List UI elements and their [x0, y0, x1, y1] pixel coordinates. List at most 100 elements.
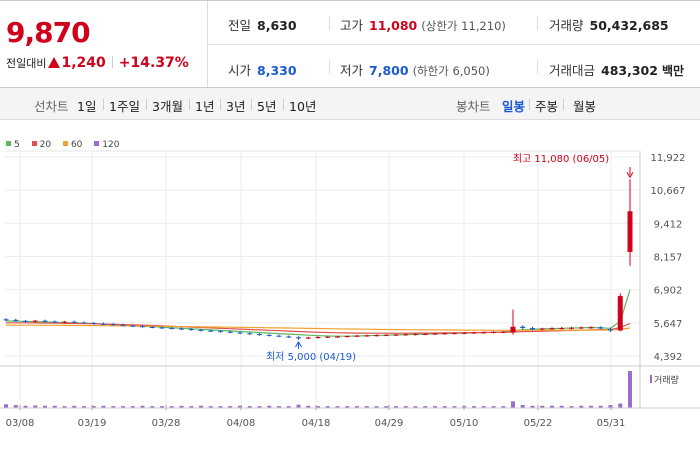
change-label: 전일대비 — [6, 57, 47, 70]
stat-amount: 거래대금 483,302 백만 — [549, 63, 685, 78]
volume-bar — [481, 406, 486, 408]
candle-body — [539, 328, 545, 330]
up-triangle-icon — [48, 57, 61, 68]
volume-bar — [559, 405, 564, 408]
stat-low: 저가 7,800 (하한가 6,050) — [340, 63, 490, 78]
candle-body — [422, 333, 428, 335]
current-price: 9,870 — [6, 16, 91, 49]
candle-chart-label: 봉차트 — [456, 99, 491, 114]
volume-bar — [511, 401, 515, 408]
volume-bar — [111, 406, 116, 408]
volume-bar — [569, 406, 574, 408]
candle-body — [588, 327, 594, 329]
volume-bar — [403, 406, 408, 408]
volume-bar — [296, 404, 301, 408]
candle-body — [403, 334, 409, 336]
volume-bar — [52, 405, 57, 408]
candle-body — [471, 332, 477, 334]
candle-body — [315, 337, 321, 339]
period-3y[interactable]: 3년 — [226, 99, 246, 114]
candle-body — [393, 334, 399, 336]
candle-body — [198, 329, 204, 331]
candle-body — [237, 332, 243, 334]
change-percent: +14.37% — [118, 55, 189, 71]
candle-body — [354, 335, 360, 337]
volume-bar — [286, 406, 291, 408]
period-5y[interactable]: 5년 — [257, 99, 277, 114]
candle-body — [247, 333, 253, 335]
candle-body — [617, 296, 623, 331]
volume-bar — [189, 406, 194, 408]
candle-body — [608, 329, 613, 331]
quote-header: 9,870 전일대비 1,240 +14.37% 전일 8,630 고가 11,080(… — [0, 0, 700, 88]
y-tick-label: 6,902 — [654, 286, 683, 297]
volume-bar — [628, 371, 632, 408]
candle-body — [218, 331, 223, 333]
high-arrow-head — [626, 171, 634, 179]
volume-bar — [364, 406, 369, 408]
volume-bar — [267, 405, 272, 408]
volume-bar — [472, 406, 476, 408]
candle-body — [286, 336, 292, 338]
ma20-line — [6, 322, 631, 334]
x-tick-label: 04/29 — [375, 418, 404, 429]
line-chart-label: 선차트 — [34, 99, 69, 114]
volume-bar — [306, 405, 311, 408]
period-1d[interactable]: 1일 — [77, 99, 97, 114]
candle-body — [383, 334, 389, 336]
candle-body — [569, 327, 574, 329]
candle-body — [52, 321, 58, 323]
volume-bar — [33, 405, 38, 408]
candle-body — [149, 326, 155, 328]
volume-bar — [179, 405, 184, 408]
y-tick-label: 5,647 — [654, 319, 683, 330]
candle-body — [491, 332, 496, 334]
candle-body — [81, 322, 87, 324]
candle-daily[interactable]: 일봉 — [502, 99, 526, 114]
low-arrow-head — [295, 340, 302, 348]
volume-bar — [530, 405, 535, 408]
candle-body — [510, 326, 516, 333]
volume-bar — [101, 405, 106, 408]
period-10y[interactable]: 10년 — [289, 99, 317, 114]
change-row: 전일대비 1,240 +14.37% — [6, 55, 189, 71]
candle-body — [169, 328, 175, 330]
x-tick-label: 05/22 — [524, 418, 553, 429]
candle-body — [374, 335, 379, 337]
volume-bar — [374, 406, 379, 408]
period-1w[interactable]: 1주일 — [109, 99, 140, 114]
volume-bar — [316, 406, 320, 408]
candle-body — [130, 325, 136, 327]
legend-ma120: 120 — [92, 140, 119, 150]
candle-body — [3, 319, 9, 321]
change-value: 1,240 — [61, 55, 106, 71]
volume-bar — [618, 403, 623, 408]
low-annotation: 최저 5,000 (04/19) — [266, 351, 356, 363]
ma60-line — [6, 324, 631, 331]
candle-body — [266, 334, 272, 336]
volume-bar — [394, 406, 398, 408]
volume-bar — [520, 405, 525, 408]
volume-bar — [218, 406, 223, 408]
candle-body — [42, 320, 48, 322]
candle-weekly[interactable]: 주봉 — [535, 99, 559, 114]
ma5-line — [5, 289, 631, 337]
volume-bar — [491, 406, 496, 408]
x-tick-label: 03/19 — [78, 418, 107, 429]
volume-bar — [540, 405, 545, 408]
candle-body — [344, 335, 350, 337]
period-1y[interactable]: 1년 — [195, 99, 215, 114]
y-tick-label: 11,922 — [651, 153, 686, 164]
candle-body — [101, 323, 106, 325]
period-3m[interactable]: 3개월 — [152, 99, 183, 114]
volume-bar — [501, 406, 506, 408]
candle-body — [432, 333, 438, 335]
volume-bar — [169, 406, 174, 408]
candle-monthly[interactable]: 월봉 — [573, 99, 597, 114]
candle-body — [364, 335, 370, 337]
candle-body — [179, 328, 184, 330]
candle-body — [530, 328, 535, 330]
candle-body — [159, 327, 165, 329]
candle-body — [140, 326, 145, 328]
